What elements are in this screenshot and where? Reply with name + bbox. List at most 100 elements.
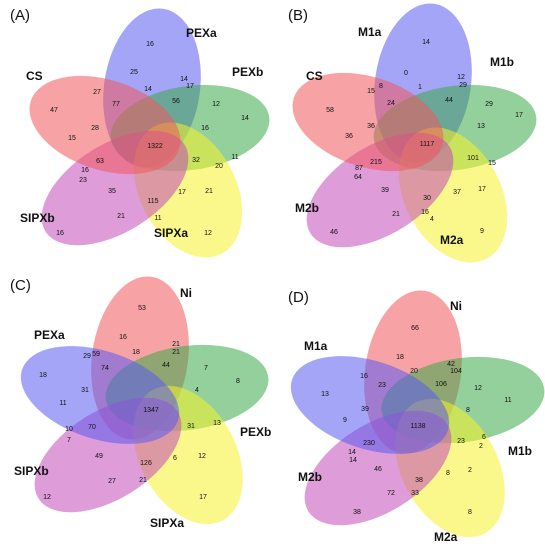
region-count: 230 xyxy=(363,440,375,447)
region-count: 106 xyxy=(435,381,447,388)
region-count: 27 xyxy=(93,89,101,96)
venn-panel-b: (B) CS M1a M1b M2a M2b 14 0 12 8 1 29 58… xyxy=(288,3,537,263)
set-label-pexb: PEXb xyxy=(232,65,263,79)
region-count: 44 xyxy=(445,97,453,104)
region-count: 115 xyxy=(147,198,158,205)
region-count: 7 xyxy=(67,437,71,444)
region-count: 39 xyxy=(361,406,369,413)
region-count: 58 xyxy=(326,107,334,114)
region-count: 29 xyxy=(83,353,91,360)
region-count: 23 xyxy=(378,382,386,389)
region-counts: 66 18 42 16 20 104 23 106 12 13 39 8 11 … xyxy=(321,325,512,516)
region-count: 39 xyxy=(381,187,389,194)
region-count: 17 xyxy=(186,83,194,90)
region-count: 33 xyxy=(411,490,419,497)
region-count: 4 xyxy=(430,216,434,223)
set-label-m1a: M1a xyxy=(358,25,382,39)
panel-letter: (A) xyxy=(10,7,30,24)
region-count: 21 xyxy=(117,213,125,220)
venn-panel-d: (D) Ni M1a M1b M2a M2b 66 18 42 16 20 10… xyxy=(288,289,545,544)
region-count: 14 xyxy=(422,39,430,46)
region-count: 7 xyxy=(204,365,208,372)
region-count: 63 xyxy=(96,158,104,165)
region-count: 20 xyxy=(410,368,418,375)
region-count: 4 xyxy=(195,387,199,394)
region-count: 104 xyxy=(450,368,462,375)
region-count: 12 xyxy=(198,453,206,460)
region-count: 21 xyxy=(172,341,180,348)
region-count: 14 xyxy=(180,76,188,83)
region-count: 14 xyxy=(348,449,356,456)
region-count: 16 xyxy=(201,125,209,132)
region-count: 29 xyxy=(485,101,493,108)
region-count: 27 xyxy=(108,478,116,485)
petal-red xyxy=(292,72,444,172)
region-count: 70 xyxy=(88,424,96,431)
venn-panel-a: (A) CS PEXa PEXb SIPXa SIPXb 16 25 14 77… xyxy=(10,7,270,258)
region-count: 11 xyxy=(154,215,161,222)
set-label-cs: CS xyxy=(26,69,43,83)
region-count: 32 xyxy=(192,157,200,164)
set-label-sipxa: SIPXa xyxy=(154,226,188,240)
region-count: 30 xyxy=(423,195,431,202)
region-count: 16 xyxy=(81,167,89,174)
region-count: 56 xyxy=(172,98,180,105)
panel-letter: (D) xyxy=(288,289,309,306)
panel-letter: (B) xyxy=(288,7,308,24)
region-count: 49 xyxy=(95,453,103,460)
region-count: 72 xyxy=(387,490,395,497)
region-count: 126 xyxy=(140,460,152,467)
set-label-m1a: M1a xyxy=(304,339,328,353)
region-count: 13 xyxy=(477,123,485,130)
region-count: 21 xyxy=(392,211,400,218)
set-label-m2a: M2a xyxy=(434,530,458,544)
region-count: 28 xyxy=(91,125,99,132)
region-count: 6 xyxy=(173,455,177,462)
region-count: 8 xyxy=(468,509,472,516)
region-count: 77 xyxy=(112,101,120,108)
region-count: 2 xyxy=(479,443,483,450)
set-label-sipxa: SIPXa xyxy=(150,516,184,530)
region-count: 18 xyxy=(39,372,47,379)
region-counts: 53 16 21 29 59 18 21 18 74 44 7 8 31 11 … xyxy=(39,305,240,501)
region-count: 14 xyxy=(144,86,152,93)
region-count: 38 xyxy=(415,477,423,484)
region-count: 11 xyxy=(231,154,238,161)
region-count: 16 xyxy=(360,373,368,380)
region-count: 15 xyxy=(68,135,76,142)
region-count: 44 xyxy=(162,362,170,369)
region-count: 42 xyxy=(447,361,455,368)
region-count: 24 xyxy=(387,100,395,107)
region-count: 16 xyxy=(56,230,64,237)
petal-blue xyxy=(290,356,450,454)
region-count: 17 xyxy=(199,494,207,501)
region-count: 1 xyxy=(418,84,422,91)
region-count: 38 xyxy=(353,509,361,516)
set-label-m2a: M2a xyxy=(440,233,464,247)
region-count: 17 xyxy=(178,189,186,196)
region-count: 46 xyxy=(330,229,338,236)
region-count: 35 xyxy=(108,188,116,195)
set-label-sipxb: SIPXb xyxy=(14,464,49,478)
region-count: 13 xyxy=(213,420,221,427)
region-count: 66 xyxy=(411,325,419,332)
set-label-m2b: M2b xyxy=(298,470,322,484)
region-count: 12 xyxy=(474,385,482,392)
set-label-pexa: PEXa xyxy=(186,26,217,40)
region-count: 0 xyxy=(404,70,408,77)
panel-letter: (C) xyxy=(10,277,31,294)
set-label-m1b: M1b xyxy=(490,55,514,69)
region-count: 31 xyxy=(81,387,89,394)
region-count: 9 xyxy=(343,417,347,424)
region-count: 101 xyxy=(467,155,479,162)
region-count: 23 xyxy=(79,177,87,184)
region-count: 17 xyxy=(515,112,523,119)
region-count: 16 xyxy=(421,209,429,216)
region-count: 1138 xyxy=(410,423,425,430)
petal-red xyxy=(29,75,181,175)
petal-blue xyxy=(20,346,180,444)
region-counts: 16 25 14 77 17 47 56 12 27 14 15 28 1322… xyxy=(50,41,249,237)
region-count: 64 xyxy=(354,174,362,181)
region-count: 18 xyxy=(132,349,140,356)
